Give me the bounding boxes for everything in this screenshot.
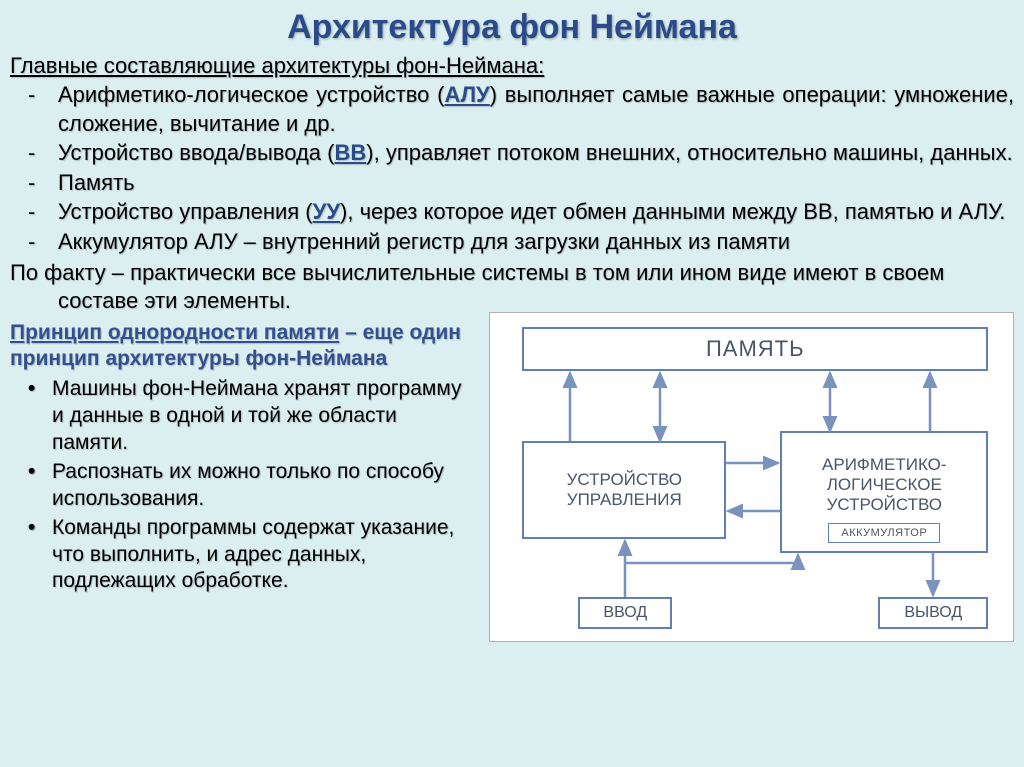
list-item: Устройство управления (УУ), через которо… — [10, 198, 1014, 227]
box-alu: АРИФМЕТИКО- ЛОГИЧЕСКОЕ УСТРОЙСТВО АККУМУ… — [780, 431, 988, 553]
principle-heading: Принцип однородности памяти – еще один п… — [10, 320, 477, 373]
box-accumulator: АККУМУЛЯТОР — [828, 523, 940, 543]
list-item: Команды программы содержат указание, что… — [10, 515, 477, 596]
list-item: Устройство ввода/вывода (ВВ), управляет … — [10, 139, 1014, 168]
list-item: Арифметико-логическое устройство (АЛУ) в… — [10, 81, 1014, 138]
list-item: Аккумулятор АЛУ – внутренний регистр для… — [10, 228, 1014, 257]
abbr-io: ВВ — [334, 140, 366, 165]
principle-list: Машины фон-Неймана хранят программу и да… — [10, 376, 477, 595]
subheading: Главные составляющие архитектуры фон-Ней… — [10, 53, 1014, 79]
list-item: Память — [10, 169, 1014, 198]
box-memory: ПАМЯТЬ — [522, 327, 988, 371]
box-output: ВЫВОД — [878, 597, 988, 629]
architecture-diagram: ПАМЯТЬ УСТРОЙСТВО УПРАВЛЕНИЯ АРИФМЕТИКО-… — [489, 312, 1014, 642]
box-control-unit: УСТРОЙСТВО УПРАВЛЕНИЯ — [522, 441, 726, 539]
box-input: ВВОД — [578, 597, 672, 629]
slide-title: Архитектура фон Неймана — [10, 8, 1014, 47]
abbr-cu: УУ — [313, 199, 340, 224]
abbr-alu: АЛУ — [444, 82, 489, 107]
list-item: Распознать их можно только по способу ис… — [10, 459, 477, 513]
list-item: Машины фон-Неймана хранят программу и да… — [10, 376, 477, 457]
components-list: Арифметико-логическое устройство (АЛУ) в… — [10, 81, 1014, 257]
fact-text: По факту – практически все вычислительны… — [10, 259, 1014, 316]
